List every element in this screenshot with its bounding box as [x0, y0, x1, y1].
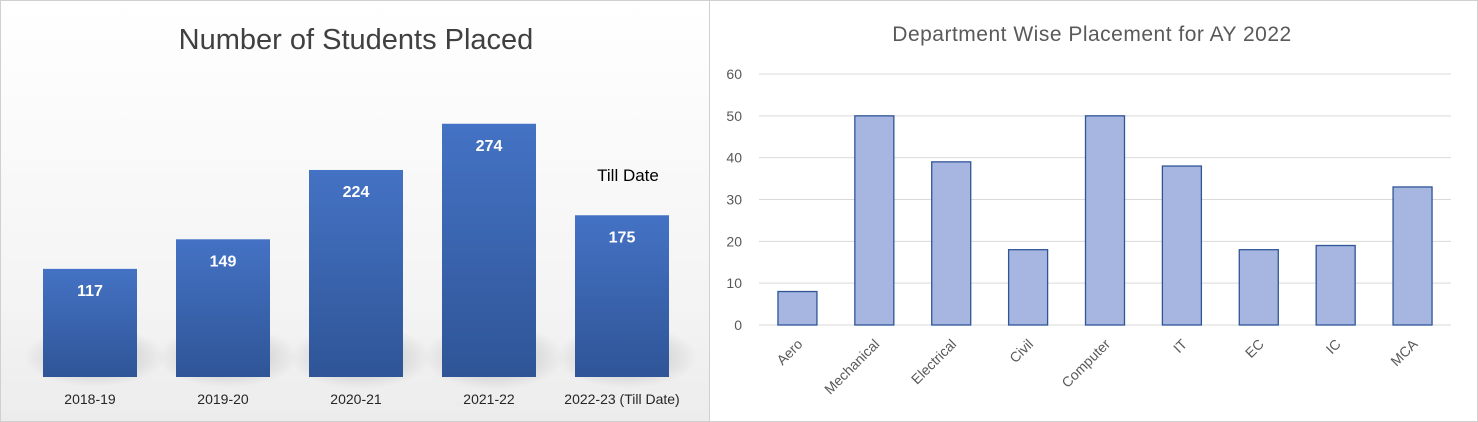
x-tick-label: IC — [1323, 336, 1344, 357]
y-tick-label: 60 — [726, 66, 742, 82]
x-tick-label: EC — [1242, 336, 1267, 361]
data-label: 149 — [210, 253, 237, 270]
chart-title: Department Wise Placement for AY 2022 — [892, 23, 1291, 46]
bar — [575, 215, 669, 377]
x-tick-label: Electrical — [908, 336, 959, 387]
y-tick-label: 50 — [726, 108, 742, 124]
students-placed-chart-panel: Number of Students Placed 117 149 224 274 17… — [0, 0, 710, 422]
x-tick-label: 2022-23 (Till Date) — [564, 391, 679, 407]
y-tick-label: 10 — [726, 275, 742, 291]
x-tick-label: Mechanical — [821, 336, 882, 397]
bar — [777, 290, 818, 326]
data-label: 175 — [609, 229, 636, 246]
till-date-annotation: Till Date — [597, 166, 659, 185]
x-tick-label: Civil — [1006, 336, 1036, 366]
students-placed-chart: Number of Students Placed 117 149 224 274 17… — [1, 1, 709, 421]
bar — [442, 123, 536, 378]
x-tick-label: 2018-19 — [64, 391, 116, 407]
y-tick-label: 30 — [726, 192, 742, 208]
x-axis-labels: Aero Mechanical Electrical Civil Computer IT E… — [773, 335, 1421, 397]
y-tick-label: 20 — [726, 233, 742, 249]
y-axis-tick-labels: 0 10 20 30 40 50 60 — [726, 66, 742, 333]
bar — [1315, 244, 1356, 326]
x-tick-label: 2021-22 — [463, 391, 515, 407]
bar — [309, 169, 403, 377]
x-tick-label: 2019-20 — [197, 391, 249, 407]
bar — [931, 161, 972, 326]
chart-title: Number of Students Placed — [179, 24, 534, 56]
bar — [1084, 115, 1126, 326]
data-label: 117 — [77, 283, 103, 300]
y-tick-label: 40 — [726, 150, 742, 166]
x-tick-label: 2020-21 — [330, 391, 382, 407]
bar — [176, 239, 270, 377]
x-tick-label: MCA — [1387, 335, 1421, 369]
data-label: 274 — [476, 138, 503, 155]
department-placement-chart: Department Wise Placement for AY 2022 0 1… — [726, 23, 1451, 397]
bars — [43, 123, 669, 378]
y-tick-label: 0 — [734, 317, 742, 333]
department-placement-chart-panel: Department Wise Placement for AY 2022 0 1… — [709, 0, 1478, 422]
bar — [1392, 186, 1433, 326]
x-tick-label: IT — [1170, 335, 1190, 355]
bar — [1238, 249, 1279, 326]
bar — [43, 268, 137, 377]
x-axis-labels: 2018-19 2019-20 2020-21 2021-22 2022-23 (Til… — [64, 391, 679, 407]
data-label: 224 — [343, 184, 370, 201]
bar — [854, 115, 895, 326]
bars — [777, 115, 1433, 326]
bar — [1007, 249, 1049, 326]
data-labels: 117 149 224 274 175 — [77, 138, 635, 300]
bar — [1161, 165, 1203, 326]
x-tick-label: Aero — [773, 336, 805, 368]
x-tick-label: Computer — [1058, 336, 1113, 391]
